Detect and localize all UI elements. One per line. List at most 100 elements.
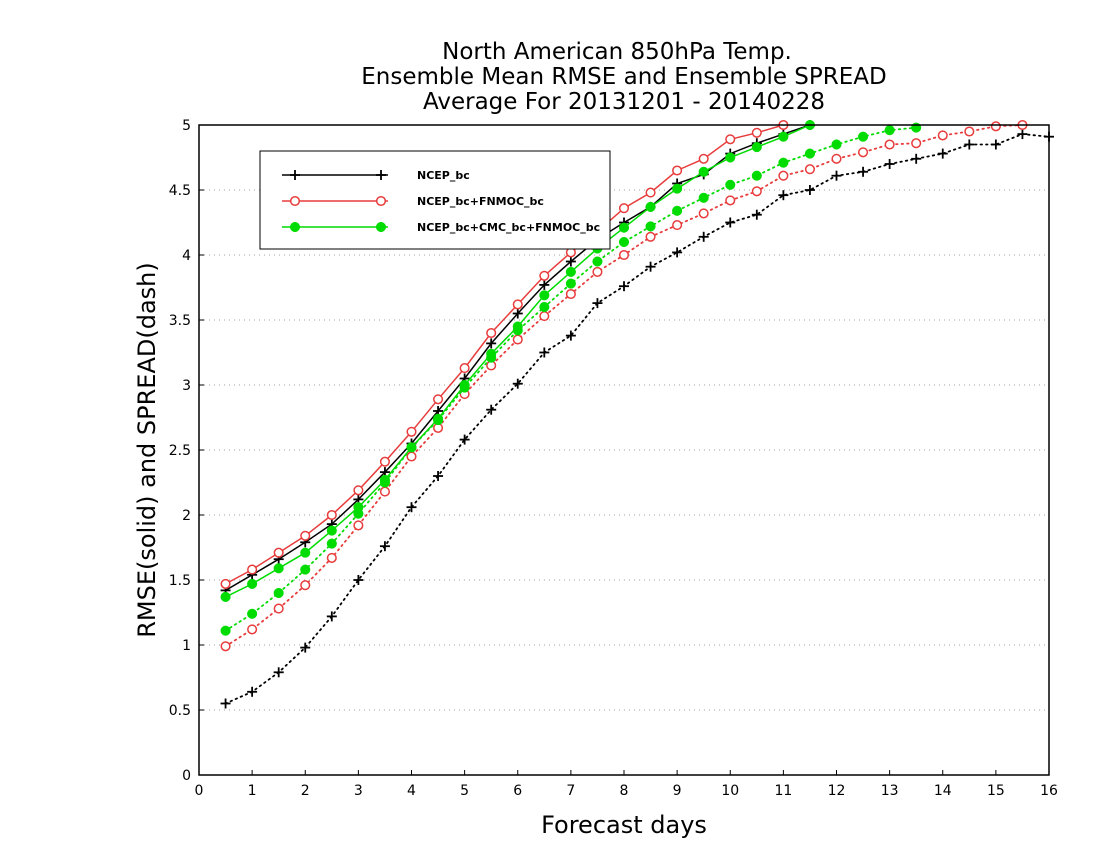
series-5-point-9 — [459, 382, 470, 393]
series-1-point-19 — [725, 134, 736, 145]
series-1-point-0 — [220, 578, 231, 589]
series-5-point-19 — [725, 179, 736, 190]
y-tick-label-5: 2.5 — [169, 443, 191, 459]
series-1-point-15 — [618, 203, 630, 214]
series-5-point-21 — [778, 157, 789, 168]
series-3-point-8 — [433, 471, 444, 481]
series-2-point-12 — [539, 290, 550, 301]
series-3-point-21 — [778, 190, 789, 201]
series-1-point-5 — [353, 485, 364, 496]
x-tick-label-3: 3 — [354, 783, 363, 799]
series-3-point-26 — [911, 153, 922, 164]
x-tick-label-2: 2 — [301, 783, 310, 799]
series-5-point-8 — [433, 415, 444, 426]
series-4-point-27 — [937, 130, 948, 141]
series-3-point-27 — [937, 148, 948, 159]
series-2-point-17 — [672, 183, 683, 194]
legend-label-2: NCEP_bc+CMC_bc+FNMOC_bc — [417, 221, 600, 234]
series-1-point-4 — [326, 509, 337, 521]
series-2-point-3 — [300, 547, 311, 558]
series-5-point-16 — [645, 221, 656, 232]
series-3-point-24 — [858, 166, 869, 177]
series-4-point-0 — [220, 641, 231, 652]
series-2-point-0 — [220, 591, 231, 602]
series-5-point-4 — [326, 538, 337, 549]
series-1-point-8 — [433, 394, 444, 405]
series-4-point-11 — [512, 334, 523, 345]
series-2-point-18 — [698, 166, 709, 177]
series-3-point-19 — [725, 217, 736, 228]
y-tick-label-7: 3.5 — [169, 313, 191, 329]
series-3-point-13 — [565, 330, 576, 341]
series-3-point-22 — [804, 185, 815, 195]
x-tick-label-8: 8 — [620, 783, 629, 799]
series-4-point-16 — [645, 231, 656, 242]
series-4-point-19 — [725, 195, 736, 206]
chart-title-line-1: North American 850hPa Temp. — [442, 39, 792, 65]
x-tick-label-9: 9 — [673, 783, 682, 799]
y-tick-label-4: 2 — [182, 508, 191, 524]
series-1-point-9 — [459, 363, 470, 374]
y-tick-label-6: 3 — [182, 378, 191, 394]
series-5-point-22 — [804, 148, 815, 159]
series-1-point-6 — [379, 456, 390, 467]
legend: NCEP_bc NCEP_bc+FNMOC_bc NCEP_bc+CMC_bc+FN… — [259, 150, 611, 250]
series-4-point-29 — [990, 121, 1001, 132]
series-4-point-20 — [751, 186, 762, 197]
series-3-point-14 — [592, 298, 603, 309]
legend-marker-right-2 — [375, 221, 387, 233]
series-5-point-23 — [831, 139, 842, 150]
series-5-point-26 — [911, 122, 922, 133]
x-tick-label-12: 12 — [828, 783, 846, 799]
series-0-point-12 — [539, 279, 550, 290]
series-1-point-20 — [751, 127, 762, 138]
x-tick-label-7: 7 — [566, 783, 575, 799]
series-1-point-7 — [406, 426, 417, 437]
series-4-point-22 — [804, 164, 815, 175]
legend-entry-2: NCEP_bc+CMC_bc+FNMOC_bc — [282, 221, 600, 234]
series-1-point-11 — [512, 299, 523, 310]
series-3-point-18 — [698, 231, 709, 242]
series-3-point-3 — [300, 642, 311, 653]
x-tick-label-4: 4 — [407, 783, 416, 799]
series-2-point-19 — [725, 152, 736, 163]
series-1-point-1 — [247, 564, 258, 575]
legend-marker-left-1 — [289, 195, 301, 207]
series-5-point-1 — [247, 608, 258, 619]
chart-title-line-3: Average For 20131201 - 20140228 — [423, 89, 825, 115]
series-4-point-5 — [353, 520, 364, 531]
y-axis-label: RMSE(solid) and SPREAD(dash) — [133, 262, 161, 638]
series-5-point-7 — [406, 442, 417, 453]
series-5-point-25 — [884, 125, 895, 136]
y-tick-label-2: 1 — [182, 638, 191, 654]
series-4-point-6 — [379, 486, 390, 497]
series-4-point-12 — [539, 311, 550, 322]
series-2-point-4 — [326, 525, 337, 536]
x-axis-label: Forecast days — [541, 811, 707, 839]
series-2-point-20 — [751, 142, 762, 153]
series-4-point-24 — [858, 147, 869, 158]
series-3-point-0 — [220, 698, 231, 709]
y-tick-label-9: 4.5 — [169, 183, 191, 199]
x-tick-label-14: 14 — [934, 783, 952, 799]
series-5-point-17 — [672, 205, 683, 216]
series-1-point-10 — [486, 327, 497, 339]
legend-entry-1: NCEP_bc+FNMOC_bc — [282, 195, 544, 208]
series-1-point-17 — [672, 165, 683, 176]
x-tick-label-6: 6 — [513, 783, 522, 799]
x-tick-label-0: 0 — [195, 783, 204, 799]
legend-marker-right-0 — [376, 170, 386, 180]
series-4-point-18 — [698, 208, 709, 219]
series-layer — [220, 119, 1054, 709]
series-5-point-0 — [220, 625, 231, 636]
y-tick-label-0: 0 — [182, 768, 191, 784]
y-tick-label-1: 0.5 — [169, 703, 191, 719]
series-4-point-25 — [884, 139, 895, 150]
series-1-point-18 — [698, 153, 709, 164]
series-3-point-15 — [619, 281, 629, 292]
x-tick-label-11: 11 — [774, 783, 792, 799]
series-2-point-15 — [618, 222, 630, 233]
series-4-point-7 — [406, 451, 417, 462]
series-5-point-10 — [486, 352, 497, 363]
